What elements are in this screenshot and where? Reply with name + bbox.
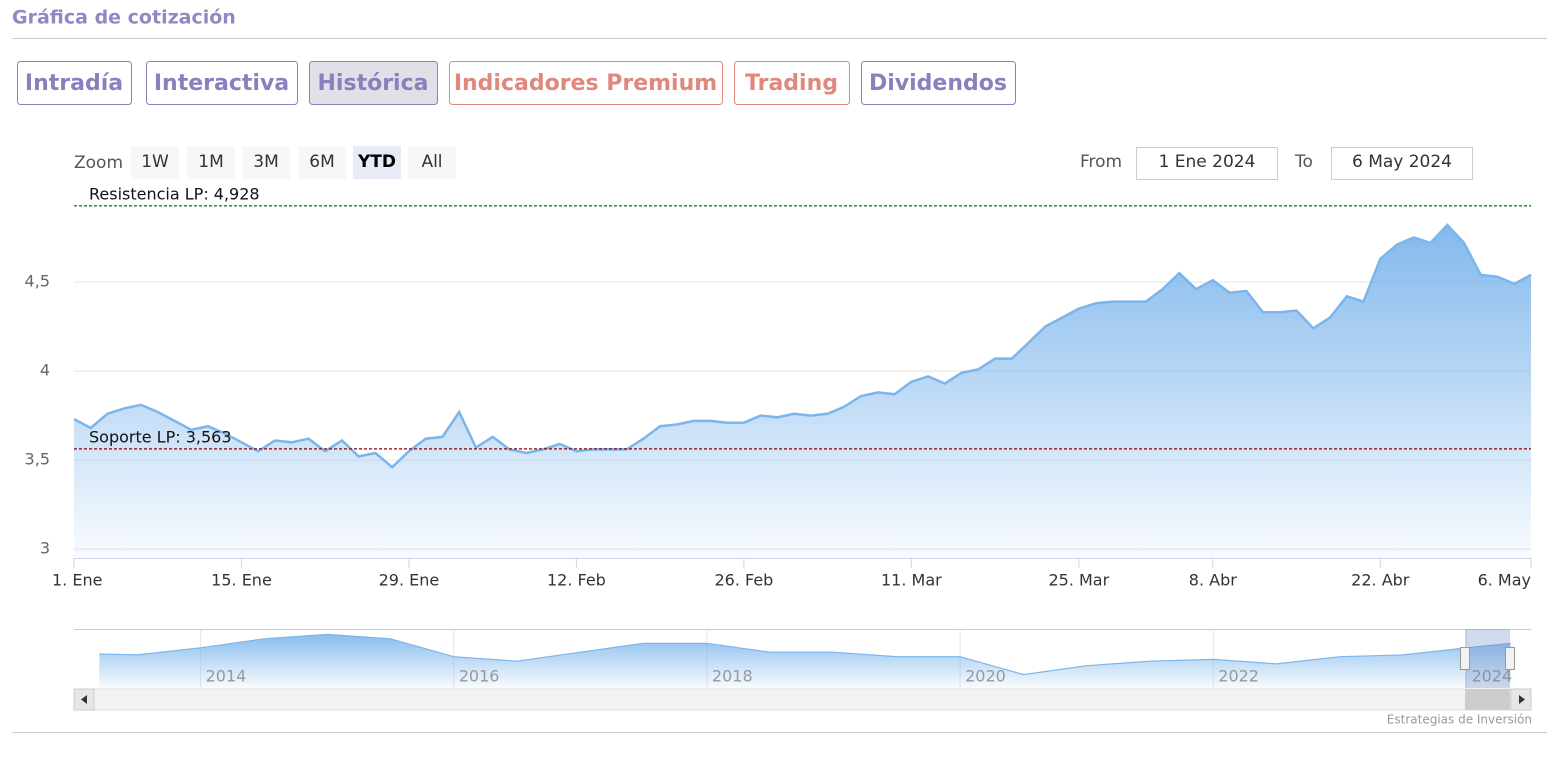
zoom-button-label[interactable]: 3M xyxy=(253,152,278,172)
credit: Estrategias de Inversión xyxy=(1387,713,1532,727)
y-tick-label: 4,5 xyxy=(25,272,50,291)
navigator-label: 2020 xyxy=(965,667,1006,686)
navigator-handle[interactable] xyxy=(1460,647,1470,670)
tab[interactable] xyxy=(734,61,850,105)
tab[interactable] xyxy=(861,61,1016,105)
arrow xyxy=(1519,695,1525,704)
to-label: To xyxy=(1294,152,1313,172)
navigator-label: 2022 xyxy=(1218,667,1259,686)
navigator-label: 2024 xyxy=(1471,667,1512,686)
x-tick-label: 25. Mar xyxy=(1048,571,1109,590)
arrow xyxy=(81,695,87,704)
navigator-handle[interactable] xyxy=(1505,647,1515,670)
zoom-button[interactable] xyxy=(187,146,235,179)
y-tick-label: 3 xyxy=(40,539,50,558)
tab-label[interactable]: Interactiva xyxy=(154,71,289,96)
zoom-button[interactable] xyxy=(242,146,290,179)
tab[interactable] xyxy=(309,61,438,105)
zoom-button[interactable] xyxy=(131,146,179,179)
section-title: Gráfica de cotización xyxy=(12,7,236,29)
tab-label[interactable]: Trading xyxy=(745,71,838,96)
x-tick-label: 12. Feb xyxy=(547,571,606,590)
tab-label[interactable]: Indicadores Premium xyxy=(454,71,717,96)
price-line xyxy=(73,223,1532,469)
from-value[interactable]: 1 Ene 2024 xyxy=(1159,152,1256,172)
tab-label[interactable]: Intradía xyxy=(25,71,123,96)
x-tick-label: 1. Ene xyxy=(52,571,102,590)
tab[interactable] xyxy=(449,61,723,105)
y-tick-label: 4 xyxy=(40,361,50,380)
zoom-button[interactable] xyxy=(298,146,346,179)
to-input[interactable] xyxy=(1331,147,1473,180)
zoom-button-label[interactable]: All xyxy=(421,152,442,172)
tab[interactable] xyxy=(146,61,298,105)
navigator-line xyxy=(99,633,1511,676)
zoom-button[interactable] xyxy=(353,146,401,179)
tab-label[interactable]: Dividendos xyxy=(869,71,1007,96)
x-tick-label: 15. Ene xyxy=(211,571,272,590)
navigator-selection[interactable] xyxy=(1465,629,1510,688)
tab[interactable] xyxy=(17,61,132,105)
x-tick-label: 26. Feb xyxy=(714,571,773,590)
from-input[interactable] xyxy=(1136,147,1278,180)
zoom-button-label[interactable]: 6M xyxy=(309,152,334,172)
navigator-label: 2018 xyxy=(712,667,753,686)
tab-label[interactable]: Histórica xyxy=(318,71,429,96)
zoom-button-label[interactable]: 1W xyxy=(141,152,169,172)
plot-line-label: Resistencia LP: 4,928 xyxy=(89,184,260,203)
zoom-label: Zoom xyxy=(74,153,123,173)
navigator-label: 2014 xyxy=(206,667,247,686)
scrollbar-track[interactable] xyxy=(73,688,1532,711)
navigator-label: 2016 xyxy=(459,667,500,686)
zoom-button-label[interactable]: 1M xyxy=(198,152,223,172)
scrollbar-thumb[interactable] xyxy=(1465,689,1510,710)
from-label: From xyxy=(1080,152,1122,172)
x-tick-label: 6. May xyxy=(1478,571,1531,590)
to-value[interactable]: 6 May 2024 xyxy=(1352,152,1452,172)
zoom-button[interactable] xyxy=(408,146,456,179)
plot-line-label: Soporte LP: 3,563 xyxy=(89,427,232,446)
x-tick-label: 22. Abr xyxy=(1351,571,1410,590)
area-fill xyxy=(74,225,1531,558)
navigator-area xyxy=(99,634,1511,688)
x-tick-label: 8. Abr xyxy=(1189,571,1237,590)
x-tick-label: 11. Mar xyxy=(881,571,942,590)
zoom-button-label[interactable]: YTD xyxy=(357,152,396,172)
x-tick-label: 29. Ene xyxy=(379,571,440,590)
y-tick-label: 3,5 xyxy=(25,450,50,469)
